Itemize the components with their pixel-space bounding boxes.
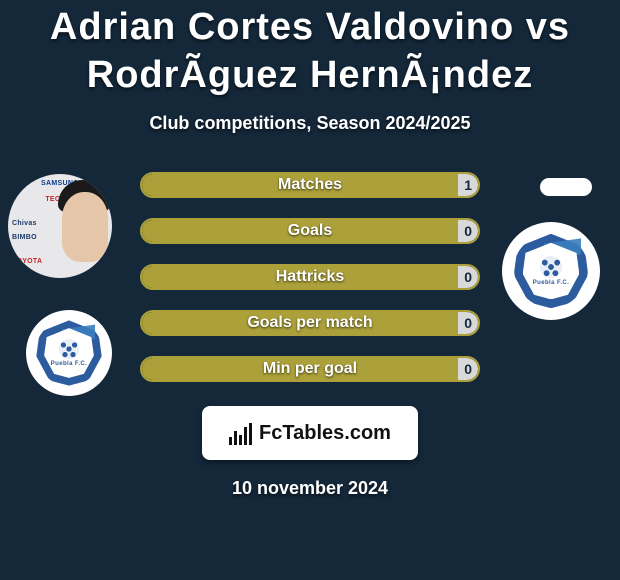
ball-icon [59, 339, 79, 359]
stat-label: Min per goal [142, 358, 478, 380]
subtitle: Club competitions, Season 2024/2025 [0, 113, 620, 134]
player2-club-badge: Puebla F.C. [502, 222, 600, 320]
stat-label: Hattricks [142, 266, 478, 288]
player1-club-badge: Puebla F.C. [26, 310, 112, 396]
club-badge-graphic: Puebla F.C. [514, 234, 588, 308]
stats-container: Matches1Goals0Hattricks0Goals per match0… [140, 172, 480, 382]
stat-row: Goals0 [140, 218, 480, 244]
player1-photo: SAMSUNG TECATE Chivas BIMBO TOYOTA [8, 174, 112, 278]
page-title: Adrian Cortes Valdovino vs RodrÃ­guez He… [0, 0, 620, 99]
club-badge-graphic: Puebla F.C. [36, 320, 101, 385]
date-label: 10 november 2024 [0, 478, 620, 499]
club-name-text: Puebla F.C. [51, 361, 87, 367]
stat-value-right: 1 [462, 174, 472, 196]
ball-icon [540, 256, 563, 279]
stat-value-right: 0 [462, 312, 472, 334]
stat-row: Hattricks0 [140, 264, 480, 290]
site-badge[interactable]: FcTables.com [202, 406, 418, 460]
stat-label: Matches [142, 174, 478, 196]
stat-value-right: 0 [462, 358, 472, 380]
stat-value-right: 0 [462, 266, 472, 288]
chart-icon [229, 421, 253, 445]
stat-row: Goals per match0 [140, 310, 480, 336]
club-name-text: Puebla F.C. [533, 280, 569, 286]
stat-label: Goals [142, 220, 478, 242]
player1-avatar: SAMSUNG TECATE Chivas BIMBO TOYOTA [8, 174, 112, 278]
player-face-shape [62, 192, 108, 262]
site-name: FcTables.com [259, 422, 391, 445]
stat-label: Goals per match [142, 312, 478, 334]
stat-row: Min per goal0 [140, 356, 480, 382]
player2-avatar-placeholder [540, 178, 592, 196]
stat-row: Matches1 [140, 172, 480, 198]
stat-value-right: 0 [462, 220, 472, 242]
